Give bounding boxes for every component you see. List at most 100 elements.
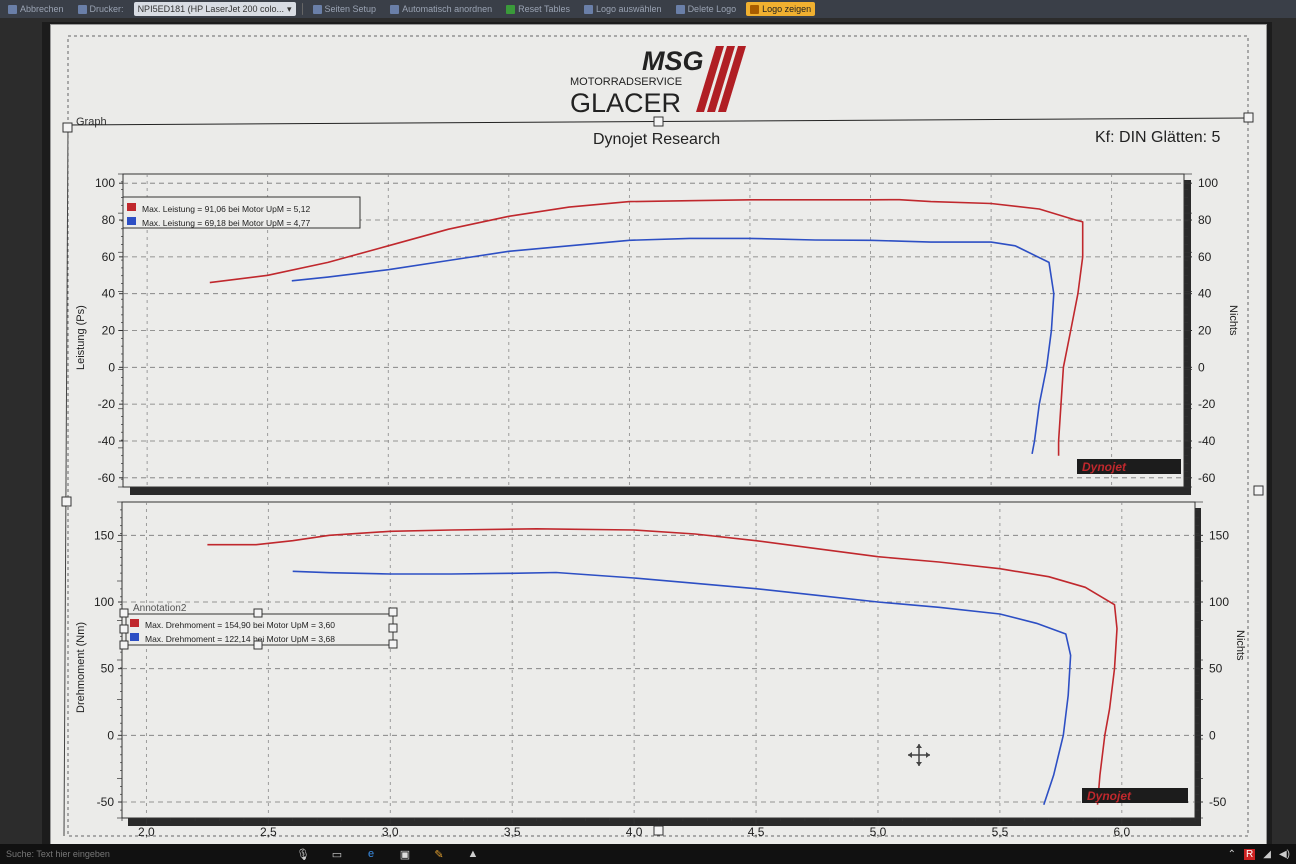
torque-legend-blue: Max. Drehmoment = 122,14 bei Motor UpM =…	[145, 634, 335, 644]
toolbar-arrange-button[interactable]: Automatisch anordnen	[386, 2, 496, 16]
resize-handle[interactable]	[119, 640, 129, 650]
x-tick-label: 4,5	[748, 825, 765, 839]
y2-tick-label: 50	[1209, 662, 1223, 676]
y2-tick-label: 60	[1198, 250, 1212, 264]
volume-icon[interactable]: ◀)	[1278, 848, 1290, 860]
graph-frame-left-edge	[63, 124, 69, 837]
resize-handle[interactable]	[61, 496, 72, 507]
windows-taskbar: Suche: Text hier eingeben 🎙 ▭ e ▣ ✎ ▲ ⌃ …	[0, 844, 1296, 864]
y2-tick-label: 150	[1209, 528, 1229, 542]
antivirus-icon[interactable]: R	[1244, 848, 1256, 860]
edge-browser-icon[interactable]: e	[367, 848, 375, 860]
power-chart-grid	[123, 174, 1184, 487]
annotation-label: Annotation2	[133, 603, 187, 614]
legend-swatch	[130, 633, 139, 641]
app-triangle-icon[interactable]: ▲	[467, 848, 479, 860]
resize-handle[interactable]	[253, 640, 263, 650]
y-tick-label: 100	[95, 176, 115, 190]
dynojet-logo: Dynojet	[1077, 459, 1181, 474]
y-tick-label: 60	[102, 250, 116, 264]
logo-stripe	[718, 46, 746, 112]
y-tick-label: 150	[94, 528, 114, 542]
resize-handle[interactable]	[1253, 485, 1264, 496]
resize-handle[interactable]	[388, 639, 398, 649]
logo-show-icon	[750, 4, 760, 14]
report-title: Dynojet Research	[593, 131, 720, 148]
y2-tick-label: 0	[1198, 360, 1205, 374]
torque-chart-plot-area	[121, 501, 1196, 819]
logo-msg-text: MSG	[642, 46, 704, 76]
y-tick-label: 50	[101, 662, 115, 676]
graph-frame-label: Graph	[76, 116, 107, 128]
dynojet-logo-text: Dynojet	[1082, 460, 1127, 474]
network-icon[interactable]: ◢	[1263, 848, 1271, 860]
torque-y2-axis-label: Nichts	[1234, 630, 1246, 661]
printer-select[interactable]: NPI5ED181 (HP LaserJet 200 colo... ▾	[133, 2, 296, 16]
torque-chart-grid	[122, 502, 1195, 818]
resize-handle[interactable]	[119, 624, 129, 634]
toolbar-delete-logo-button[interactable]: Delete Logo	[672, 2, 741, 16]
torque-chart: 150 100 50 0 -50 150 100 50 0 -50 2,0 2,5 3,0 3,5 4,…	[75, 501, 1246, 839]
power-chart-series	[209, 198, 1084, 456]
resize-handle[interactable]	[388, 607, 398, 617]
toolbar-printer-label: Drucker:	[74, 2, 128, 16]
page-setup-icon	[312, 4, 322, 14]
y2-tick-label: -40	[1198, 434, 1216, 448]
legend-swatch	[127, 203, 136, 211]
torque-chart-series	[207, 528, 1118, 805]
page-margin-frame	[67, 35, 1249, 837]
y-tick-label: 40	[102, 287, 116, 301]
printer-icon	[77, 4, 87, 14]
torque-y-axis-label: Drehmoment (Nm)	[75, 622, 87, 713]
torque-legend[interactable]: Annotation2 Max. Drehmoment = 154,90 bei…	[119, 603, 398, 650]
toolbar-reset-tables-button[interactable]: Reset Tables	[502, 2, 574, 16]
store-icon[interactable]: ▣	[399, 848, 411, 861]
y2-tick-label: 40	[1198, 287, 1212, 301]
logo-subtitle-text: MOTORRADSERVICE	[570, 76, 682, 88]
logo-stripe	[707, 46, 735, 112]
resize-handle[interactable]	[388, 623, 398, 633]
system-tray: ⌃ R ◢ ◀)	[1227, 848, 1296, 860]
power-legend-box	[122, 196, 361, 229]
power-legend: Max. Leistung = 91,06 bei Motor UpM = 5,…	[122, 196, 361, 229]
toolbar-page-setup-button[interactable]: Seiten Setup	[309, 2, 381, 16]
power-y-axis-label: Leistung (Ps)	[75, 305, 87, 370]
series-line-red	[207, 528, 1118, 805]
reset-icon	[506, 4, 516, 14]
y2-tick-label: -60	[1198, 471, 1216, 485]
y2-tick-label: -50	[1209, 795, 1227, 809]
resize-handle[interactable]	[62, 122, 73, 133]
y2-tick-label: 20	[1198, 324, 1212, 338]
torque-legend-box[interactable]	[125, 613, 394, 646]
resize-handle[interactable]	[253, 608, 263, 618]
series-line-blue	[291, 237, 1055, 455]
resize-handle[interactable]	[653, 825, 664, 836]
task-view-icon[interactable]: ▭	[331, 848, 343, 861]
y2-tick-label: 0	[1209, 728, 1216, 742]
power-legend-blue: Max. Leistung = 69,18 bei Motor UpM = 4,…	[142, 218, 310, 228]
toolbar-cancel-button[interactable]: Abbrechen	[4, 2, 68, 16]
paint-icon[interactable]: ✎	[434, 848, 444, 861]
toolbar-logo-select-button[interactable]: Logo auswählen	[580, 2, 666, 16]
torque-legend-red: Max. Drehmoment = 154,90 bei Motor UpM =…	[145, 620, 335, 630]
power-chart: 100 80 60 40 20 0 -20 -40 -60 100 80 60 40 20 0 -20 -40…	[75, 173, 1239, 495]
taskbar-search-box[interactable]: Suche: Text hier eingeben	[6, 849, 110, 859]
resize-handle[interactable]	[1243, 112, 1254, 123]
move-cursor-icon	[908, 744, 930, 766]
cancel-icon	[8, 4, 17, 14]
microphone-icon[interactable]: 🎙	[296, 848, 310, 861]
torque-chart-y-ticks: 150 100 50 0 -50	[94, 501, 122, 819]
dynojet-badge	[1082, 788, 1188, 803]
power-chart-y2-ticks: 100 80 60 40 20 0 -20 -40 -60	[1184, 173, 1218, 488]
msg-glacer-logo: MSG MOTORRADSERVICE GLACER	[570, 46, 746, 118]
power-chart-y-ticks: 100 80 60 40 20 0 -20 -40 -60	[95, 173, 123, 488]
resize-handle[interactable]	[119, 608, 129, 618]
y2-tick-label: -20	[1198, 397, 1216, 411]
chevron-up-icon[interactable]: ⌃	[1227, 848, 1237, 860]
toolbar-divider	[301, 3, 303, 15]
resize-handle[interactable]	[653, 116, 664, 127]
toolbar-logo-show-button[interactable]: Logo zeigen	[746, 2, 816, 16]
dynojet-logo-text: Dynojet	[1087, 789, 1132, 803]
power-y2-axis-label: Nichts	[1227, 305, 1239, 336]
